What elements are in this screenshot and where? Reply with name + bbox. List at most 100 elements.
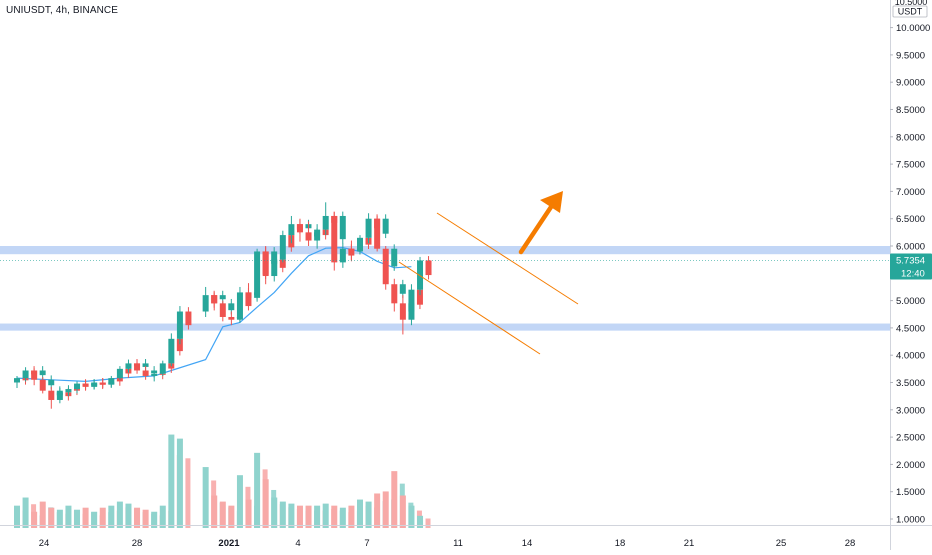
candle-body (74, 383, 81, 390)
candle-body (176, 311, 183, 339)
price-tick-label: 1.0000 (896, 515, 925, 526)
price-zone[interactable] (0, 246, 890, 255)
candle-body (262, 251, 269, 277)
volume-bar (391, 471, 398, 528)
candle-body (22, 370, 29, 379)
candle-body (314, 229, 321, 241)
volume-bar (159, 505, 166, 528)
price-tick-label: 2.0000 (896, 460, 925, 471)
volume-bar (48, 507, 55, 528)
volume-bar (108, 505, 115, 528)
price-tick-label: 7.5000 (896, 160, 925, 171)
price-tick-label: 8.0000 (896, 132, 925, 143)
candle-body (99, 382, 106, 385)
symbol-header: UNIUSDT, 4h, BINANCE (6, 5, 118, 16)
price-tick-label: 6.5000 (896, 214, 925, 225)
volume-bar (65, 505, 72, 528)
volume-bar (245, 499, 252, 528)
price-tick-label: 4.5000 (896, 323, 925, 334)
candle-body (142, 370, 149, 376)
candle-body (305, 232, 312, 241)
volume-bar (305, 505, 312, 528)
time-tick-label: 14 (522, 538, 533, 549)
last-price-tag[interactable] (890, 253, 932, 280)
volume-bar (91, 511, 98, 528)
volume-bar (14, 505, 20, 528)
candle-body (391, 284, 398, 304)
candle-body (279, 259, 286, 268)
candle-body (142, 363, 149, 367)
volume-bar (236, 475, 243, 528)
candle-body (408, 289, 415, 320)
candle-body (296, 224, 303, 233)
price-tick-label: 7.0000 (896, 187, 925, 198)
price-tick-label: 9.0000 (896, 78, 925, 89)
symbol-label: UNIUSDT, 4h, BINANCE (6, 5, 119, 16)
candle-body (125, 363, 132, 369)
volume-bar (296, 505, 303, 528)
volume-bar (56, 509, 63, 528)
channel-lower-line[interactable] (398, 261, 541, 355)
candle-body (168, 338, 175, 364)
price-tick-label: 5.0000 (896, 296, 925, 307)
volume-bar (176, 438, 183, 528)
candle-body (391, 248, 398, 267)
volume-bar (262, 479, 269, 528)
currency-badge[interactable] (892, 5, 928, 18)
candle-body (48, 390, 55, 400)
volume-bar (228, 505, 235, 528)
volume-bar (185, 458, 191, 528)
price-zone[interactable] (0, 323, 890, 331)
candle-body (39, 379, 46, 391)
candle-body (271, 259, 278, 277)
price-tick-label: 3.5000 (896, 378, 925, 389)
volume-bar (374, 493, 381, 528)
time-tick-label: 7 (364, 538, 369, 549)
time-tick-label: 28 (132, 538, 143, 549)
volume-bar (365, 501, 372, 528)
horizontal-zones[interactable] (0, 246, 890, 331)
volume-bar (99, 507, 106, 528)
channel-upper-line[interactable] (436, 212, 579, 305)
time-tick-label: 28 (845, 538, 856, 549)
breakout-arrow-head[interactable] (540, 191, 563, 213)
time-tick-label: 2021 (218, 538, 240, 549)
candle-body (399, 284, 406, 294)
price-tick-label: 10.0000 (896, 23, 930, 34)
candle-body (116, 368, 123, 379)
time-axis[interactable]: 24 28 2021 4 7 11 14 18 21 25 28 (0, 525, 932, 550)
volume-bar (82, 507, 89, 528)
breakout-arrow-shaft[interactable] (518, 204, 554, 255)
candle-body (159, 363, 166, 374)
candle-body (219, 295, 226, 300)
time-tick-label: 24 (39, 538, 50, 549)
volume-bar (322, 503, 329, 528)
candle-body (331, 215, 338, 263)
volume-bar (219, 501, 226, 528)
volume-bar (254, 452, 261, 528)
volume-bar (288, 503, 295, 528)
time-tick-label: 25 (776, 538, 787, 549)
price-tick-label: 6.0000 (896, 242, 925, 253)
volume-bar (116, 501, 123, 528)
time-tick-label: 4 (295, 538, 300, 549)
candle-body (108, 378, 115, 385)
volume-bar (357, 499, 363, 528)
countdown-value: 12:40 (901, 268, 925, 279)
volume-bar (202, 467, 209, 528)
volume-bar (142, 509, 149, 528)
trend-drawings[interactable] (398, 191, 579, 355)
candle-body (399, 303, 406, 320)
candle-body (254, 251, 261, 298)
candle-body (31, 370, 38, 380)
volume-bar (417, 515, 424, 528)
time-tick-label: 18 (615, 538, 626, 549)
volume-bar (279, 501, 286, 528)
volume-bar (348, 505, 355, 528)
volume-bar (22, 497, 29, 528)
candle-body (14, 378, 20, 383)
price-tick-label-top: 10.5000 (895, 0, 928, 7)
